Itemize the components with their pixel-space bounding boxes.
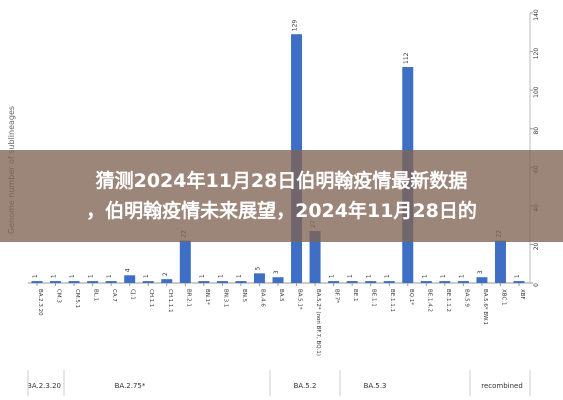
bar	[494, 240, 506, 283]
bar	[272, 277, 284, 283]
value-label: 3	[273, 270, 280, 274]
value-label: 1	[143, 274, 150, 278]
bar	[476, 277, 488, 283]
value-label: 1	[384, 274, 391, 278]
bar	[198, 281, 210, 283]
bar	[439, 281, 451, 283]
title-banner: 猜测2024年11月28日伯明翰疫情最新数据 ，伯明翰疫情未来展望，2024年1…	[0, 150, 563, 242]
value-label: 1	[69, 274, 76, 278]
value-label: 1	[88, 274, 95, 278]
bar	[105, 281, 117, 283]
bar	[235, 281, 247, 283]
bar	[161, 279, 173, 283]
x-tick-label: BE.1.1	[371, 289, 377, 307]
bar	[216, 281, 228, 283]
y-tick-label: 100	[533, 86, 540, 98]
y-tick-label: 0	[533, 283, 540, 287]
x-tick-label: XBF	[519, 289, 525, 300]
y-tick-label: 140	[533, 9, 540, 21]
bar	[253, 273, 265, 283]
y-tick-label: 20	[533, 242, 540, 250]
x-tick-label: CH.1.1	[148, 289, 154, 307]
x-tick-label: BE.1.1.2	[445, 289, 451, 312]
group-label: BA.5.2	[294, 382, 317, 390]
value-label: 1	[199, 274, 206, 278]
x-tick-label: BA.5.6* BW.1	[482, 289, 488, 325]
bar	[513, 281, 525, 283]
value-label: 129	[292, 20, 299, 32]
value-label: 1	[236, 274, 243, 278]
x-tick-label: CJ.1	[130, 289, 136, 300]
x-tick-label: BL.1	[93, 289, 99, 301]
value-label: 1	[32, 274, 39, 278]
x-tick-label: CM.3	[56, 289, 62, 303]
x-tick-label: BR.2.1	[185, 289, 191, 307]
bar	[50, 281, 62, 283]
x-tick-label: BE.1.4.2	[426, 289, 432, 312]
bar	[346, 281, 358, 283]
x-tick-label: BQ.1*	[408, 289, 414, 305]
x-tick-label: BN.5	[241, 289, 247, 303]
value-label: 1	[366, 274, 373, 278]
bar	[179, 240, 191, 283]
x-tick-label: BE.1	[352, 289, 358, 302]
bar	[87, 281, 99, 283]
value-label: 3	[477, 270, 484, 274]
x-tick-label: BA.5.9	[463, 289, 469, 307]
x-tick-label: BF.7*	[334, 289, 340, 303]
bar	[68, 281, 80, 283]
group-label: recombined	[481, 382, 523, 390]
bar	[365, 281, 377, 283]
group-label: BA.2.3.20	[27, 382, 61, 390]
bar	[309, 230, 321, 283]
value-label: 2	[162, 272, 169, 276]
value-label: 1	[51, 274, 58, 278]
bar	[457, 281, 469, 283]
x-tick-label: XBC.1	[500, 289, 506, 306]
bar	[124, 275, 136, 283]
group-label: BA.5.3	[364, 382, 387, 390]
x-tick-label: BA.5.2* (non BF.7, BQ.1)	[315, 289, 321, 356]
x-tick-label: BA.5.1*	[297, 289, 303, 310]
banner-line: ，伯明翰疫情未来展望，2024年11月28日的	[86, 200, 477, 222]
value-label: 1	[347, 274, 354, 278]
x-tick-label: BE.1.1.1	[389, 289, 395, 312]
y-tick-label: 120	[533, 48, 540, 60]
bar	[328, 281, 340, 283]
value-label: 1	[421, 274, 428, 278]
bar	[420, 281, 432, 283]
y-tick-label: 80	[533, 127, 540, 135]
value-label: 1	[514, 274, 521, 278]
bar	[31, 281, 43, 283]
x-tick-label: CH.1.1.1	[167, 289, 173, 313]
x-tick-label: BA.5	[278, 289, 284, 302]
x-tick-label: BN.3.1	[222, 289, 228, 307]
bar	[142, 281, 154, 283]
value-label: 1	[217, 274, 224, 278]
x-tick-label: CM.5.1	[74, 289, 80, 308]
x-tick-label: BN.1*	[204, 289, 210, 305]
x-tick-label: BA.2.3.20	[37, 289, 43, 316]
value-label: 1	[458, 274, 465, 278]
banner-line: 猜测2024年11月28日伯明翰疫情最新数据	[95, 170, 468, 192]
value-label: 1	[106, 274, 113, 278]
x-tick-label: BA.4.6	[259, 289, 265, 307]
value-label: 4	[125, 268, 132, 272]
group-label: BA.2.75*	[115, 382, 146, 390]
value-label: 1	[440, 274, 447, 278]
value-label: 1	[329, 274, 336, 278]
bar	[383, 281, 395, 283]
value-label: 112	[403, 52, 410, 64]
x-tick-label: CA.7	[111, 289, 117, 302]
value-label: 5	[254, 266, 261, 270]
